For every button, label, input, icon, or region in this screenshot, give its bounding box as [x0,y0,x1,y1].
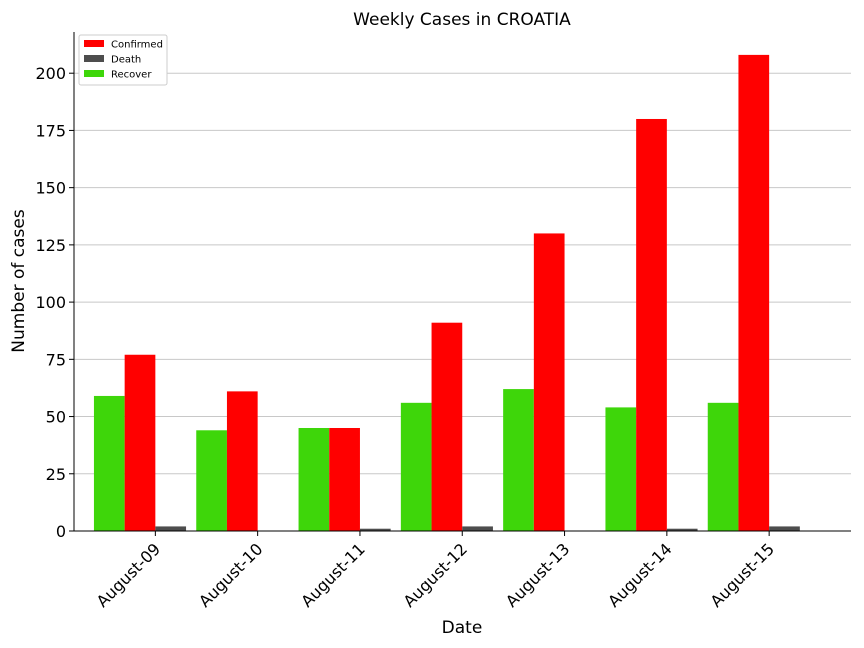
x-axis-title: Date [442,618,483,638]
gridlines [74,72,851,475]
legend: Confirmed Death Recover [78,34,168,86]
bar-recover [707,402,739,531]
legend-swatch-recover [84,70,104,77]
bar-confirmed [738,54,770,532]
bar-confirmed [533,233,565,531]
x-tick-label: August-15 [706,539,778,611]
bar-confirmed [124,354,156,531]
bar-confirmed [431,322,463,531]
bar-confirmed [226,391,258,531]
legend-label-confirmed: Confirmed [111,40,163,51]
bar-recover [196,430,227,531]
x-tick-label: August-12 [400,539,472,611]
y-ticks: 0 25 50 75 100 125 150 175 200 [35,64,74,541]
bar-death [666,528,698,531]
bars [93,54,800,532]
legend-label-death: Death [111,55,141,66]
x-tick-label: August-11 [297,539,369,611]
legend-label-recover: Recover [111,70,152,81]
y-tick-label: 75 [46,350,66,369]
x-tick-label: August-10 [195,539,267,611]
y-tick-label: 125 [35,236,66,255]
bar-death [462,526,493,531]
y-tick-label: 175 [35,121,66,140]
x-tick-label: August-13 [502,539,574,611]
bar-recover [605,407,637,531]
bar-death [359,528,391,531]
bar-confirmed [329,427,360,531]
y-tick-label: 0 [56,522,66,541]
bar-confirmed [636,118,667,531]
bar-recover [400,402,432,531]
legend-swatch-death [84,55,104,62]
y-tick-label: 100 [35,293,66,312]
y-tick-label: 150 [35,179,66,198]
legend-swatch-confirmed [84,40,104,47]
bar-death [155,526,187,531]
y-tick-label: 200 [35,64,66,83]
x-tick-label: August-14 [604,539,676,611]
bar-recover [93,395,125,531]
y-axis-title: Number of cases [9,209,29,353]
bar-death [769,526,800,531]
x-ticks: August-09 August-10 August-11 August-12 Augu… [93,531,778,611]
x-tick-label: August-09 [93,539,165,611]
bar-recover [503,389,534,531]
bar-recover [298,427,330,531]
y-tick-label: 25 [46,465,66,484]
chart-title: Weekly Cases in CROATIA [353,10,571,30]
y-tick-label: 50 [46,408,66,427]
